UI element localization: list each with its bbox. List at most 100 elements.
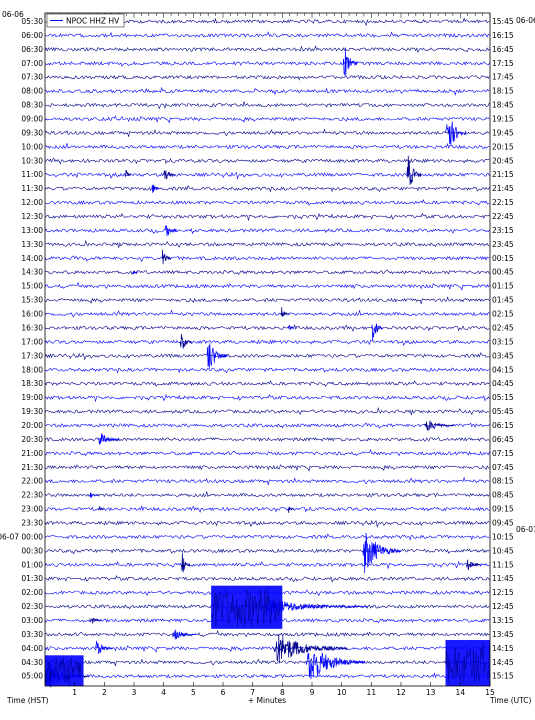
right-label-13: 22:15 [492, 198, 514, 207]
event-17 [98, 505, 105, 511]
saturated-trace-2 [44, 657, 84, 684]
left-label-45: 04:00 [21, 644, 43, 653]
x-tick-label-5: 6 [221, 688, 226, 697]
right-label-20: 01:45 [492, 296, 514, 305]
event-15 [98, 433, 120, 445]
left-label-46: 04:30 [21, 658, 43, 667]
event-11 [288, 325, 295, 331]
left-label-35: 23:00 [21, 505, 43, 514]
event-24 [172, 629, 197, 640]
left-label-38: 00:30 [21, 546, 43, 555]
trace-row-12 [44, 185, 490, 193]
right-label-7: 19:15 [492, 115, 514, 124]
left-label-10: 10:30 [21, 156, 43, 165]
right-label-18: 00:45 [492, 268, 514, 277]
left-label-19: 15:00 [21, 282, 43, 291]
trace-row-20 [44, 296, 490, 304]
event-8 [132, 270, 139, 275]
left-label-31: 21:00 [21, 449, 43, 458]
left-date-label: 06-06 [2, 10, 24, 19]
x-tick-label-3: 4 [161, 688, 166, 697]
left-label-14: 12:30 [21, 212, 43, 221]
trace-row-2 [44, 45, 490, 53]
trace-row-17 [44, 255, 490, 263]
x-tick-label-2: 3 [132, 688, 137, 697]
right-label-30: 06:45 [492, 435, 514, 444]
left-label-33: 22:00 [21, 477, 43, 486]
trace-row-35 [44, 505, 490, 513]
x-tick-label-6: 7 [250, 688, 255, 697]
event-12 [179, 333, 193, 349]
trace-row-34 [44, 491, 490, 498]
trace-row-47 [44, 672, 490, 679]
right-label-47: 15:15 [492, 672, 514, 681]
right-axis-title: Time (UTC) [489, 696, 532, 705]
left-label-5: 08:00 [21, 87, 43, 96]
left-label-3: 07:00 [21, 59, 43, 68]
right-label-38: 10:45 [492, 546, 514, 555]
left-label-12: 11:30 [21, 184, 43, 193]
seismic-events [44, 48, 490, 688]
left-label-15: 13:00 [21, 226, 43, 235]
trace-row-30 [44, 436, 490, 442]
trace-row-29 [44, 422, 490, 430]
event-9 [280, 307, 290, 317]
left-label-30: 20:30 [21, 435, 43, 444]
left-label-37: 06-07 00:00 [0, 532, 43, 541]
right-label-11: 21:15 [492, 170, 514, 179]
left-label-27: 19:00 [21, 393, 43, 402]
trace-row-15 [44, 227, 490, 235]
seismogram-traces [44, 17, 490, 679]
saturated-trace-1 [445, 642, 490, 684]
event-21 [465, 559, 481, 571]
trace-row-10 [44, 157, 490, 165]
legend: NPOC HHZ HV [46, 13, 125, 28]
right-label-15: 23:15 [492, 226, 514, 235]
right-label-23: 03:15 [492, 337, 514, 346]
event-14 [424, 420, 455, 431]
left-label-9: 10:00 [21, 142, 43, 151]
trace-row-36 [44, 519, 490, 528]
left-label-11: 11:00 [21, 170, 43, 179]
x-tick-label-11: 12 [396, 688, 406, 697]
trace-row-32 [44, 464, 490, 472]
right-date-label: 06-06 [516, 16, 535, 25]
left-label-42: 02:30 [21, 602, 43, 611]
left-label-25: 18:00 [21, 365, 43, 374]
plot-frame [44, 12, 491, 687]
right-label-2: 16:45 [492, 45, 514, 54]
left-label-26: 18:30 [21, 379, 43, 388]
trace-row-23 [44, 339, 490, 346]
left-label-17: 14:00 [21, 254, 43, 263]
trace-row-31 [44, 448, 490, 457]
left-label-2: 06:30 [21, 45, 43, 54]
x-axis-ticks: 1 2 3 4 5 6 7 8 9 10 11 12 13 14 15 [72, 682, 495, 697]
right-label-39: 11:15 [492, 560, 514, 569]
left-time-labels: 05:30 06:00 06:30 07:00 07:30 08:00 08:30 09:00… [0, 17, 43, 681]
x-tick-label-1: 2 [102, 688, 107, 697]
saturated-block-1 [445, 639, 490, 686]
right-label-45: 14:15 [492, 644, 514, 653]
right-label-6: 18:45 [492, 101, 514, 110]
event-5 [151, 184, 161, 193]
x-axis-label: + Minutes [248, 696, 286, 705]
trace-row-6 [44, 101, 490, 110]
right-label-32: 07:45 [492, 463, 514, 472]
trace-row-45 [44, 645, 490, 653]
x-tick-label-12: 13 [426, 688, 436, 697]
right-label-1: 16:15 [492, 31, 514, 40]
event-1 [445, 121, 467, 146]
event-25 [273, 634, 348, 664]
left-label-8: 09:30 [21, 128, 43, 137]
event-6 [164, 225, 178, 237]
x-tick-label-7: 8 [280, 688, 285, 697]
event-2 [163, 169, 176, 180]
event-4 [124, 169, 131, 177]
right-date-label-2: 06-07 [516, 525, 535, 534]
right-label-21: 02:15 [492, 310, 514, 319]
x-tick-label-8: 9 [310, 688, 315, 697]
right-label-46: 14:45 [492, 658, 514, 667]
x-tick-label-9: 10 [337, 688, 347, 697]
right-label-9: 20:15 [492, 142, 514, 151]
